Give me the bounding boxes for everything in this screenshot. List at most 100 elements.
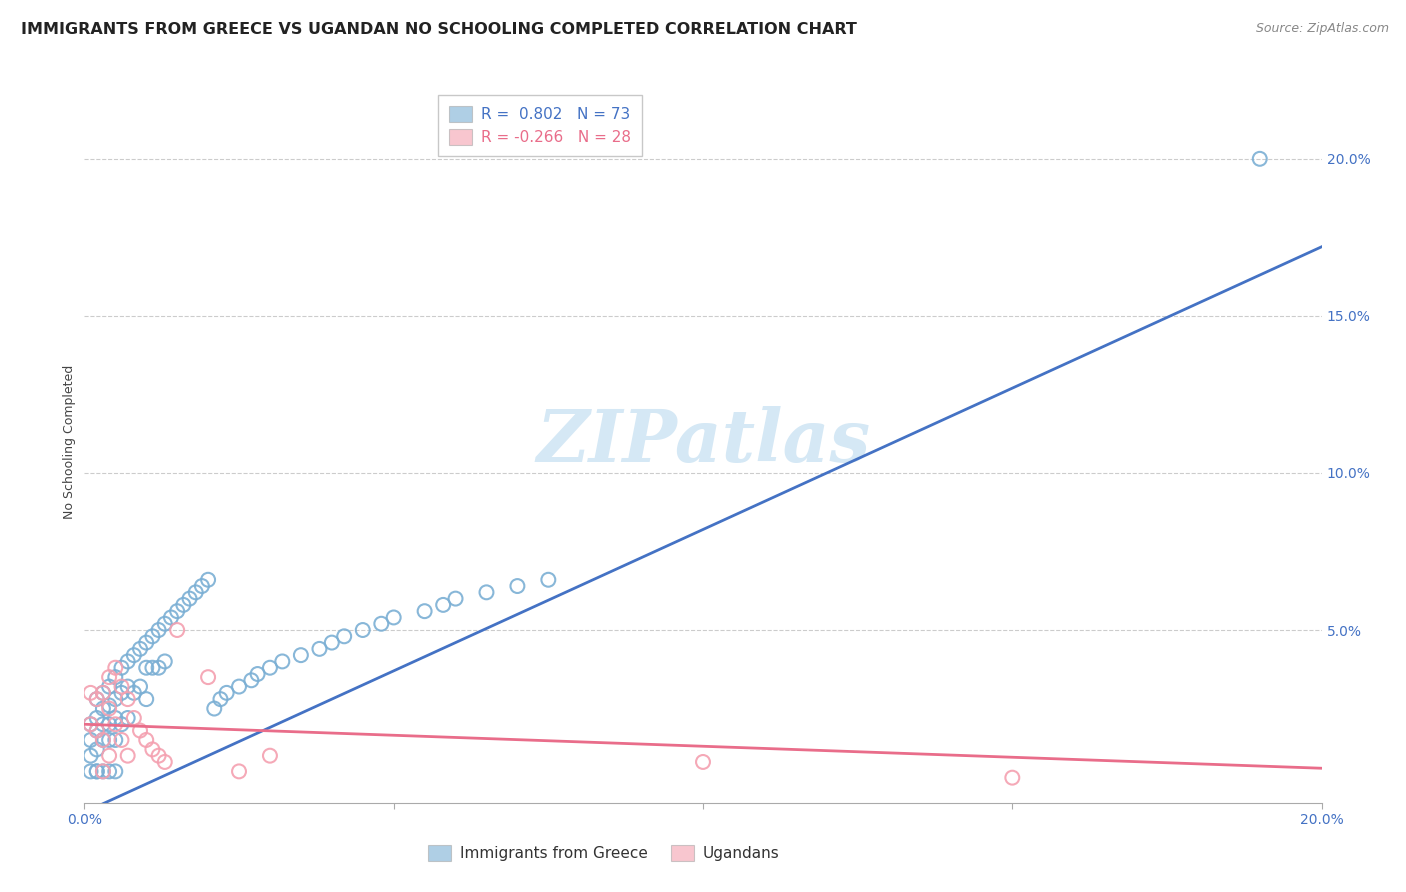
Point (160, 610, 183, 624)
Point (98, 680, 121, 694)
Point (259, 748, 281, 763)
Point (129, 680, 152, 694)
Point (1001, 771, 1024, 785)
Point (91, 686, 114, 700)
Point (197, 670, 219, 684)
Point (153, 616, 176, 631)
Point (475, 585, 498, 599)
Point (135, 635, 157, 649)
Point (153, 755, 176, 769)
Text: Source: ZipAtlas.com: Source: ZipAtlas.com (1256, 22, 1389, 36)
Point (98, 748, 121, 763)
Point (271, 655, 294, 669)
Point (382, 610, 405, 624)
Point (129, 723, 152, 738)
Point (202, 701, 225, 715)
Point (104, 764, 127, 779)
Point (86, 692, 108, 706)
Point (104, 670, 127, 684)
Point (215, 686, 238, 700)
Point (110, 717, 132, 731)
Point (98, 717, 121, 731)
Point (290, 648, 312, 662)
Point (141, 661, 163, 675)
Point (122, 648, 145, 662)
Point (117, 655, 139, 669)
Point (110, 680, 132, 694)
Point (135, 661, 157, 675)
Point (228, 764, 250, 779)
Point (197, 573, 219, 587)
Point (1249, 152, 1271, 166)
Point (86, 723, 108, 738)
Point (117, 692, 139, 706)
Point (370, 616, 392, 631)
Y-axis label: No Schooling Completed: No Schooling Completed (63, 365, 76, 518)
Point (79, 717, 101, 731)
Point (321, 635, 343, 649)
Point (117, 680, 139, 694)
Point (537, 573, 560, 587)
Point (117, 748, 139, 763)
Point (246, 667, 269, 681)
Point (333, 629, 356, 643)
Point (166, 604, 188, 618)
Point (98, 733, 121, 747)
Point (135, 733, 157, 747)
Point (153, 655, 176, 669)
Point (240, 673, 263, 688)
Point (79, 733, 101, 747)
Legend: Immigrants from Greece, Ugandans: Immigrants from Greece, Ugandans (422, 838, 786, 867)
Point (259, 661, 281, 675)
Point (104, 692, 127, 706)
Point (166, 623, 188, 637)
Point (148, 661, 170, 675)
Point (352, 623, 374, 637)
Point (117, 711, 139, 725)
Point (91, 733, 114, 747)
Point (86, 764, 108, 779)
Point (179, 591, 201, 606)
Point (506, 579, 529, 593)
Point (79, 717, 101, 731)
Point (444, 591, 467, 606)
Point (86, 723, 108, 738)
Point (98, 764, 121, 779)
Point (191, 579, 214, 593)
Point (104, 733, 127, 747)
Point (172, 598, 194, 612)
Point (86, 764, 108, 779)
Point (122, 711, 145, 725)
Point (79, 764, 101, 779)
Text: IMMIGRANTS FROM GREECE VS UGANDAN NO SCHOOLING COMPLETED CORRELATION CHART: IMMIGRANTS FROM GREECE VS UGANDAN NO SCH… (21, 22, 858, 37)
Point (692, 755, 714, 769)
Point (91, 733, 114, 747)
Point (228, 680, 250, 694)
Point (91, 701, 114, 715)
Point (308, 641, 330, 656)
Point (110, 686, 132, 700)
Point (135, 692, 157, 706)
Point (91, 764, 114, 779)
Point (432, 598, 454, 612)
Point (148, 748, 170, 763)
Point (98, 698, 121, 713)
Point (98, 670, 121, 684)
Point (86, 742, 108, 756)
Point (141, 629, 163, 643)
Point (148, 623, 170, 637)
Point (79, 748, 101, 763)
Point (141, 742, 163, 756)
Point (129, 641, 152, 656)
Point (86, 711, 108, 725)
Point (91, 717, 114, 731)
Point (110, 661, 132, 675)
Point (104, 711, 127, 725)
Point (86, 692, 108, 706)
Point (184, 585, 207, 599)
Point (104, 717, 127, 731)
Point (110, 733, 132, 747)
Text: ZIPatlas: ZIPatlas (536, 406, 870, 477)
Point (104, 661, 127, 675)
Point (91, 686, 114, 700)
